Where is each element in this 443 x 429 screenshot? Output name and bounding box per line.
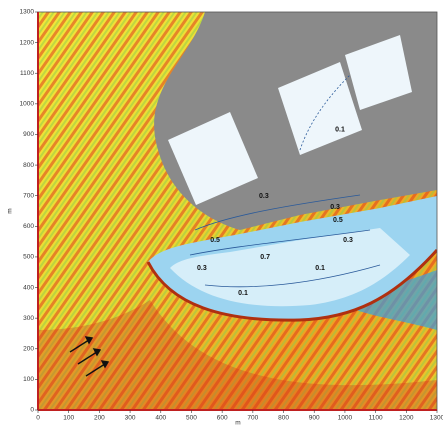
y-tick-label: 800 bbox=[23, 162, 34, 169]
contour-label: 0.3 bbox=[259, 193, 269, 200]
contour-label: 0.1 bbox=[238, 290, 248, 297]
contour-label: 0.5 bbox=[333, 217, 343, 224]
contour-label: 0.1 bbox=[315, 265, 325, 272]
x-tick-label: 500 bbox=[186, 415, 197, 422]
contour-label: 0.3 bbox=[343, 237, 353, 244]
x-tick-label: 1000 bbox=[338, 415, 353, 422]
x-tick-label: 400 bbox=[155, 415, 166, 422]
contour-label: 0.7 bbox=[260, 254, 270, 261]
y-tick-label: 1300 bbox=[20, 9, 35, 16]
y-tick-label: 400 bbox=[23, 284, 34, 291]
y-tick-label: 200 bbox=[23, 345, 34, 352]
y-tick-label: 1100 bbox=[20, 70, 34, 77]
x-axis-label: m bbox=[235, 420, 240, 427]
x-tick-label: 0 bbox=[36, 415, 40, 422]
x-tick-label: 1300 bbox=[430, 415, 443, 422]
x-tick-label: 200 bbox=[94, 415, 105, 422]
x-tick-label: 300 bbox=[125, 415, 136, 422]
x-tick-label: 800 bbox=[278, 415, 289, 422]
y-tick-label: 700 bbox=[23, 192, 34, 199]
y-tick-label: 100 bbox=[23, 376, 34, 383]
y-axis-label: m bbox=[7, 208, 14, 213]
contour-label: 0.3 bbox=[197, 265, 207, 272]
x-tick-label: 600 bbox=[217, 415, 228, 422]
chart: m m 010020030040050060070080090010001100… bbox=[0, 0, 443, 429]
y-tick-label: 1000 bbox=[20, 101, 35, 108]
y-tick-label: 500 bbox=[23, 254, 34, 261]
contour-label: 0.3 bbox=[330, 204, 340, 211]
x-tick-label: 700 bbox=[247, 415, 258, 422]
y-tick-label: 600 bbox=[23, 223, 34, 230]
contour-label: 0.1 bbox=[335, 127, 345, 134]
contour-label: 0.5 bbox=[210, 237, 220, 244]
y-tick-label: 0 bbox=[30, 407, 34, 414]
y-tick-label: 900 bbox=[23, 131, 34, 138]
y-tick-label: 300 bbox=[23, 315, 34, 322]
x-tick-label: 1100 bbox=[369, 415, 383, 422]
x-tick-label: 900 bbox=[309, 415, 320, 422]
y-tick-label: 1200 bbox=[20, 39, 35, 46]
x-tick-label: 100 bbox=[63, 415, 74, 422]
x-tick-label: 1200 bbox=[399, 415, 414, 422]
